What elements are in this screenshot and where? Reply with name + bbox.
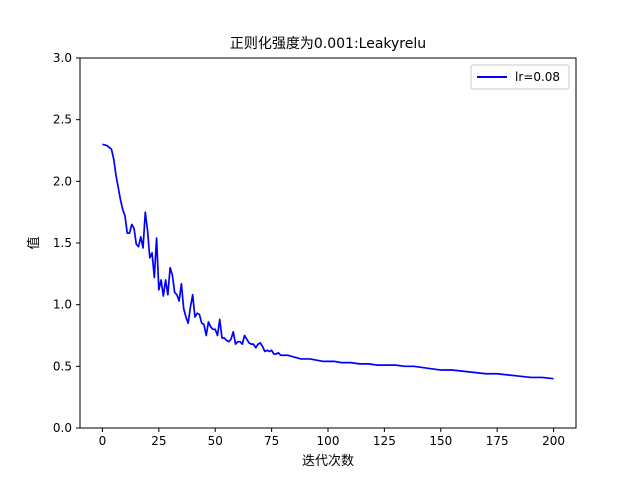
- y-tick-label: 0.0: [53, 421, 72, 435]
- x-axis-ticks: 0 25 50 75 100 125 150 175 200: [99, 428, 565, 448]
- x-tick-label: 175: [486, 434, 509, 448]
- x-axis-label: 迭代次数: [302, 453, 354, 469]
- x-tick-label: 125: [373, 434, 396, 448]
- y-axis-ticks: 0.0 0.5 1.0 1.5 2.0 2.5 3.0: [53, 51, 80, 435]
- x-tick-label: 200: [542, 434, 565, 448]
- x-tick-label: 0: [99, 434, 107, 448]
- x-tick-label: 75: [264, 434, 279, 448]
- y-axis-label: 值: [26, 236, 42, 249]
- legend-entry-label: lr=0.08: [515, 70, 560, 84]
- x-tick-label: 50: [208, 434, 223, 448]
- y-tick-label: 0.5: [53, 359, 72, 373]
- y-tick-label: 3.0: [53, 51, 72, 65]
- legend-box: [470, 64, 570, 90]
- y-tick-label: 1.0: [53, 298, 72, 312]
- plot-frame: [79, 57, 577, 429]
- y-tick-label: 2.0: [53, 174, 72, 188]
- plot-area: [80, 58, 576, 428]
- x-tick-label: 25: [151, 434, 166, 448]
- series-line-lr=0.08: [102, 143, 554, 380]
- x-tick-label: 100: [317, 434, 340, 448]
- x-tick-label: 150: [429, 434, 452, 448]
- chart-title: 正则化强度为0.001:Leakyrelu: [230, 36, 426, 52]
- legend: lr=0.08: [470, 64, 570, 90]
- series-lines: [102, 143, 554, 380]
- y-tick-label: 1.5: [53, 236, 72, 250]
- y-tick-label: 2.5: [53, 113, 72, 127]
